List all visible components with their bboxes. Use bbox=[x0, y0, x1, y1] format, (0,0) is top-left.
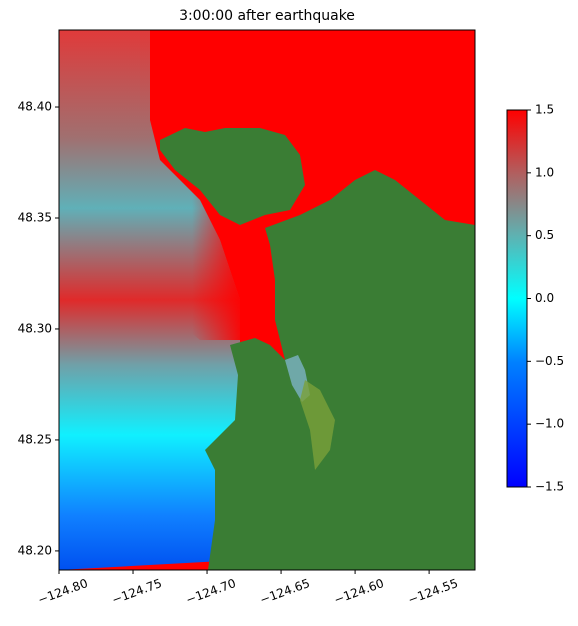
y-tick-label: 48.30 bbox=[18, 321, 52, 335]
x-tick-label: −124.60 bbox=[332, 576, 386, 607]
colorbar-tick-label: −1.5 bbox=[535, 480, 564, 494]
land bbox=[160, 128, 305, 225]
colorbar bbox=[506, 109, 528, 488]
x-tick-label: −124.55 bbox=[406, 576, 460, 607]
colorbar-tick-label: 1.5 bbox=[535, 103, 554, 117]
colorbar-tick-label: 0.0 bbox=[535, 291, 554, 305]
land bbox=[205, 170, 475, 570]
y-tick-label: 48.40 bbox=[18, 100, 52, 114]
y-tick-label: 48.25 bbox=[18, 432, 52, 446]
colorbar-tick-label: −1.0 bbox=[535, 417, 564, 431]
water-field bbox=[59, 30, 240, 570]
plot-frame bbox=[58, 29, 476, 571]
x-tick-label: −124.70 bbox=[184, 576, 238, 607]
x-tick-label: −124.65 bbox=[258, 576, 312, 607]
x-tick-label: −124.75 bbox=[110, 576, 164, 607]
x-tick-label: −124.80 bbox=[36, 576, 90, 607]
colorbar-tick-label: 0.5 bbox=[535, 228, 554, 242]
shallows bbox=[300, 380, 335, 470]
water-fade bbox=[120, 80, 240, 340]
chart-title: 3:00:00 after earthquake bbox=[179, 8, 355, 24]
y-tick-label: 48.20 bbox=[18, 543, 52, 557]
map bbox=[59, 30, 475, 570]
colorbar-tick-label: 1.0 bbox=[535, 165, 554, 179]
colorbar-tick-label: −0.5 bbox=[535, 354, 564, 368]
y-tick-label: 48.35 bbox=[18, 210, 52, 224]
